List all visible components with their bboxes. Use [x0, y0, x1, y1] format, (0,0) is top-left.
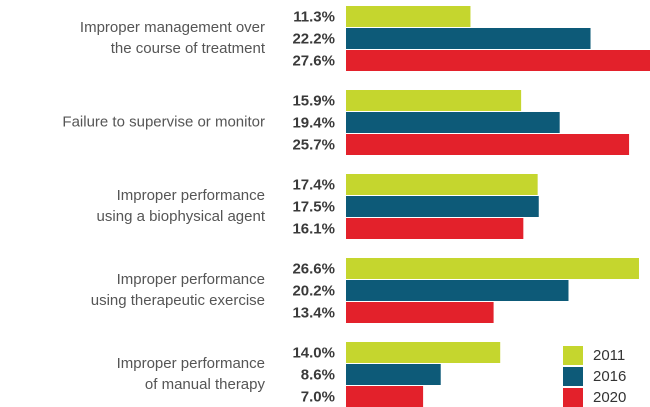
- legend-label: 2016: [593, 368, 626, 385]
- value-label: 26.6%: [292, 260, 335, 277]
- bar: [346, 218, 524, 239]
- value-label: 17.4%: [292, 176, 335, 193]
- value-label: 8.6%: [301, 366, 335, 383]
- category-label: using therapeutic exercise: [91, 292, 265, 309]
- legend-swatch: [563, 367, 583, 386]
- bar: [346, 258, 639, 279]
- legend-swatch: [563, 388, 583, 407]
- bar: [346, 50, 650, 71]
- value-label: 25.7%: [292, 136, 335, 153]
- value-label: 27.6%: [292, 52, 335, 69]
- bar: [346, 302, 494, 323]
- value-label: 11.3%: [293, 8, 335, 25]
- legend-swatch: [563, 346, 583, 365]
- category-label: Improper performance: [117, 187, 265, 204]
- value-label: 7.0%: [301, 388, 335, 405]
- bar: [346, 280, 569, 301]
- category-label: Improper performance: [117, 271, 265, 288]
- bar: [346, 196, 539, 217]
- legend-label: 2011: [593, 347, 625, 364]
- bar: [346, 28, 591, 49]
- bar: [346, 174, 538, 195]
- value-label: 19.4%: [292, 114, 335, 131]
- bar: [346, 112, 560, 133]
- legend-label: 2020: [593, 389, 626, 406]
- value-label: 16.1%: [292, 220, 335, 237]
- bar: [346, 6, 471, 27]
- value-label: 15.9%: [292, 92, 335, 109]
- value-label: 20.2%: [292, 282, 335, 299]
- value-label: 22.2%: [292, 30, 335, 47]
- bar: [346, 386, 424, 407]
- category-label: Failure to supervise or monitor: [62, 113, 265, 130]
- category-label: the course of treatment: [111, 40, 266, 57]
- category-label: Improper management over: [80, 19, 265, 36]
- bar: [346, 90, 522, 111]
- value-label: 13.4%: [292, 304, 335, 321]
- bar: [346, 134, 630, 155]
- bar: [346, 364, 441, 385]
- category-label: of manual therapy: [145, 376, 266, 393]
- category-label: Improper performance: [117, 355, 265, 372]
- value-label: 14.0%: [292, 344, 335, 361]
- bar: [346, 342, 501, 363]
- category-label: using a biophysical agent: [97, 208, 266, 225]
- value-label: 17.5%: [292, 198, 335, 215]
